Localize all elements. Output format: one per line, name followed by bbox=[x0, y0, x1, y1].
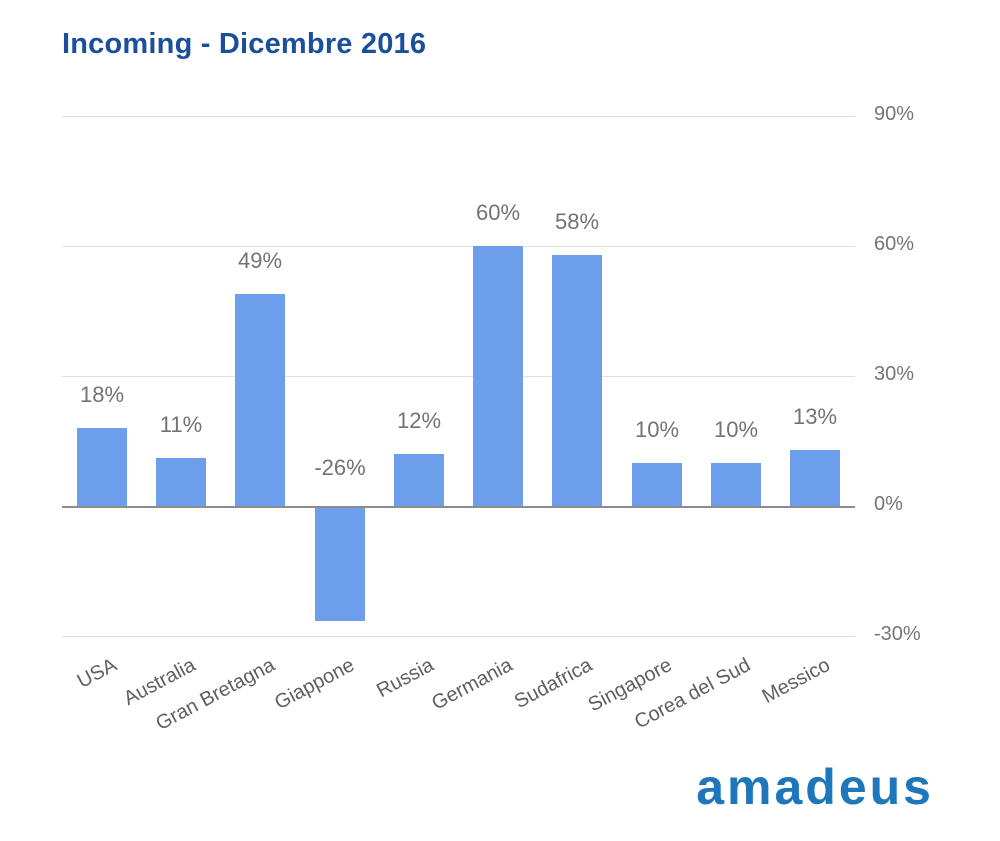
y-axis-tick-label: 30% bbox=[874, 363, 915, 385]
y-axis-tick-label: 90% bbox=[874, 103, 915, 125]
bar bbox=[315, 508, 365, 621]
bar-value-label: 12% bbox=[396, 408, 442, 433]
bar bbox=[473, 246, 523, 506]
bar bbox=[552, 255, 602, 506]
bar bbox=[235, 294, 285, 506]
bar bbox=[711, 463, 761, 506]
bar bbox=[77, 428, 127, 506]
gridline bbox=[62, 246, 855, 247]
bar bbox=[790, 450, 840, 506]
gridline bbox=[62, 116, 855, 117]
bar-value-label: 58% bbox=[554, 209, 600, 234]
gridline bbox=[62, 636, 855, 637]
x-axis-category-label: USA bbox=[73, 654, 121, 693]
bar-value-label: 60% bbox=[475, 200, 521, 225]
bar bbox=[394, 454, 444, 506]
bar-value-label: 49% bbox=[237, 248, 283, 273]
x-axis-category-label: Messico bbox=[758, 654, 834, 708]
x-axis-category-label: Germania bbox=[428, 654, 517, 715]
bar-value-label: 18% bbox=[79, 382, 125, 407]
bar bbox=[156, 458, 206, 506]
zero-axis-line bbox=[62, 506, 855, 508]
bar-value-label: 10% bbox=[713, 417, 759, 442]
bar-value-label: 13% bbox=[792, 404, 838, 429]
x-axis-category-label: Giappone bbox=[271, 654, 359, 715]
y-axis-tick-label: -30% bbox=[874, 623, 921, 645]
amadeus-logo: amadeus bbox=[696, 759, 934, 815]
bar-value-label: -26% bbox=[314, 455, 366, 480]
y-axis-tick-label: 60% bbox=[874, 233, 915, 255]
bar bbox=[632, 463, 682, 506]
gridline bbox=[62, 376, 855, 377]
bar-value-label: 11% bbox=[159, 412, 203, 437]
chart-title: Incoming - Dicembre 2016 bbox=[62, 28, 427, 60]
y-axis-tick-label: 0% bbox=[874, 493, 903, 515]
x-axis-category-label: Sudafrica bbox=[510, 654, 596, 714]
bar-value-label: 10% bbox=[634, 417, 680, 442]
